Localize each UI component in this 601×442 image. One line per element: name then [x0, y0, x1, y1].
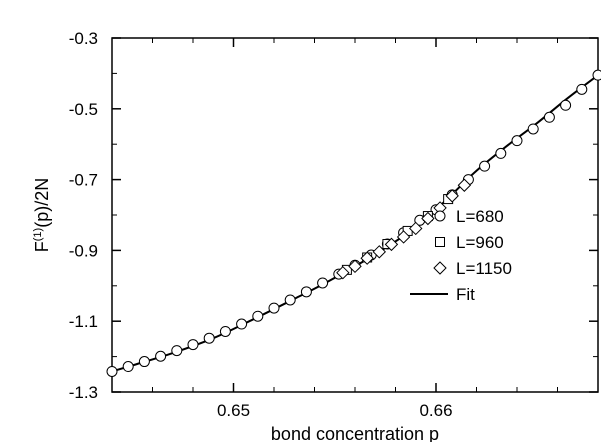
series-circle — [106, 69, 601, 377]
point-circle — [236, 318, 248, 330]
point-circle — [252, 310, 264, 322]
fit-layer — [111, 74, 599, 373]
point-circle — [479, 160, 491, 172]
legend-label: Fit — [456, 285, 475, 304]
point-diamond — [348, 259, 362, 274]
y-tick-label: -1.1 — [69, 312, 98, 331]
legend-label: L=680 — [456, 207, 504, 226]
legend-label: L=960 — [456, 233, 504, 252]
y-tick-label: -0.9 — [69, 241, 98, 260]
y-axis-label: F(1)(p)/2N — [32, 178, 52, 252]
point-circle — [495, 147, 507, 159]
legend-swatch-circle — [434, 210, 446, 222]
point-diamond — [445, 189, 459, 203]
point-circle — [155, 350, 167, 362]
point-circle — [268, 302, 280, 314]
y-axis-label-rest: (p)/2N — [32, 178, 52, 228]
y-tick-label: -1.3 — [69, 383, 98, 402]
x-axis-label: bond concentration p — [271, 424, 439, 442]
fit-line — [111, 74, 599, 373]
point-circle — [543, 111, 555, 123]
point-circle — [187, 339, 199, 351]
point-circle — [106, 365, 118, 377]
plot-frame — [111, 37, 599, 393]
point-circle — [219, 325, 231, 337]
point-circle — [284, 294, 296, 306]
series-diamond — [336, 178, 472, 280]
point-circle — [203, 332, 215, 344]
point-circle — [592, 69, 601, 81]
x-tick-label: 0.65 — [217, 401, 250, 420]
y-tick-label: -0.3 — [69, 29, 98, 48]
point-diamond — [396, 230, 411, 244]
legend-swatch-diamond — [433, 261, 447, 275]
point-circle — [511, 135, 523, 147]
axis-ticks: 0.650.660.67-0.3-0.5-0.7-0.9-1.1-1.3 — [69, 29, 598, 420]
point-circle — [300, 286, 312, 298]
point-diamond — [360, 251, 374, 265]
y-tick-label: -0.5 — [69, 100, 98, 119]
legend: L=680 L=960 L=1150 Fit — [410, 207, 512, 304]
point-circle — [317, 277, 329, 289]
point-circle — [122, 361, 134, 373]
point-circle — [576, 83, 588, 95]
legend-label: L=1150 — [456, 259, 512, 278]
point-circle — [527, 123, 539, 135]
point-circle — [560, 99, 572, 111]
x-tick-label: 0.66 — [419, 401, 452, 420]
point-diamond — [384, 237, 399, 252]
point-diamond — [372, 245, 387, 259]
y-tick-label: -0.7 — [69, 171, 98, 190]
point-diamond — [421, 211, 435, 226]
point-circle — [138, 356, 150, 368]
point-circle — [171, 345, 183, 357]
data-markers — [106, 69, 601, 377]
point-diamond — [409, 221, 423, 236]
y-axis-label-main: F — [32, 241, 52, 252]
point-diamond — [336, 265, 350, 280]
point-diamond — [457, 178, 472, 192]
y-axis-label-sup: (1) — [32, 228, 44, 241]
legend-swatch-square — [435, 237, 445, 247]
